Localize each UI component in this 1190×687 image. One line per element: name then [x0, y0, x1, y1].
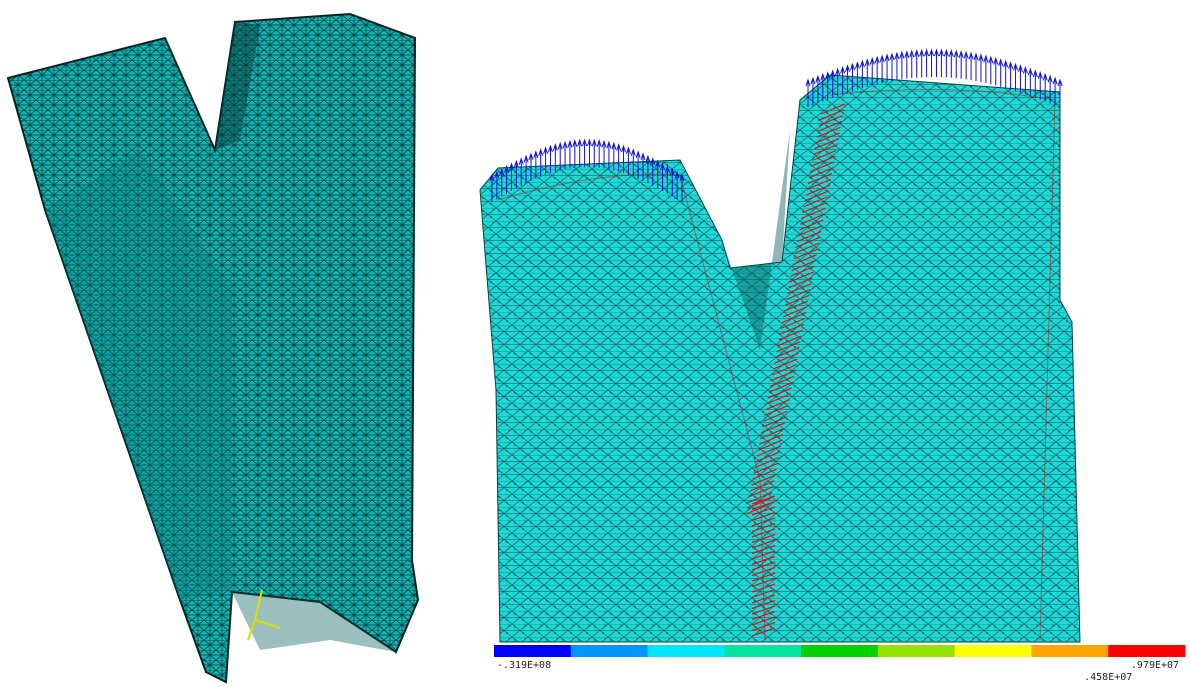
legend-swatch [1108, 645, 1185, 657]
legend-swatch [494, 645, 571, 657]
legend-swatch [1031, 645, 1108, 657]
legend-swatch [571, 645, 648, 657]
screenshot: -.319E+08 .458E+07.979E+07 [0, 0, 1190, 687]
legend-label: -.319E+08 [497, 660, 551, 671]
page: {"legend": {"colors": ["#0000ff", "#0095… [0, 0, 1190, 687]
legend-swatch [648, 645, 725, 657]
legend: -.319E+08 .458E+07.979E+07 [494, 645, 1186, 683]
legend-swatch [724, 645, 801, 657]
legend-label: .979E+07 [1131, 660, 1179, 671]
legend-swatch [801, 645, 878, 657]
legend-label: .458E+07 [1084, 672, 1132, 683]
left-model [8, 14, 418, 682]
legend-swatch [878, 645, 955, 657]
right-model [480, 50, 1080, 642]
legend-swatch [955, 645, 1032, 657]
